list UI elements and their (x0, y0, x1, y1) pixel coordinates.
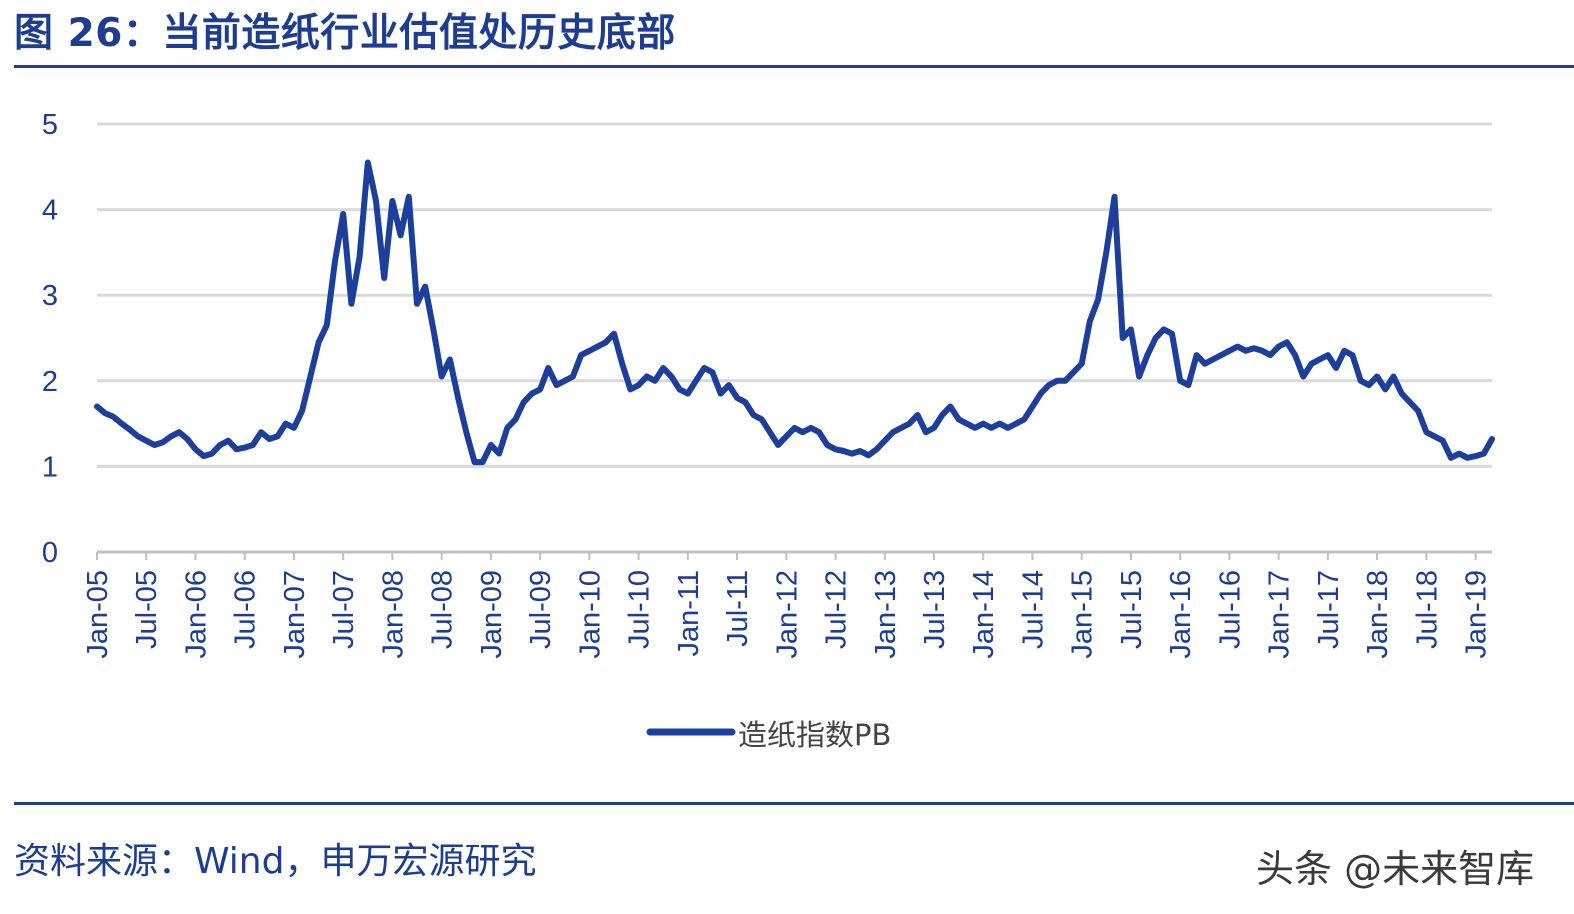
x-tick-label: Jan-12 (771, 570, 803, 659)
x-tick-label: Jul-15 (1116, 570, 1148, 649)
series-line (94, 159, 1495, 466)
source-note: 资料来源：Wind，申万宏源研究 (14, 841, 537, 882)
x-tick-label: Jul-06 (230, 570, 262, 649)
x-tick-label: Jan-14 (968, 570, 1000, 659)
x-tick-label: Jan-16 (1165, 570, 1197, 659)
x-tick-label: Jan-10 (574, 570, 606, 659)
x-tick-label: Jul-07 (328, 570, 360, 649)
x-tick-label: Jul-10 (624, 570, 656, 649)
x-tick-label: Jul-13 (919, 570, 951, 649)
x-tick-label: Jul-09 (525, 570, 557, 649)
x-tick-label: Jan-07 (279, 570, 311, 659)
watermark: 头条 @未来智库 (1256, 847, 1535, 891)
y-tick-label: 1 (42, 451, 58, 483)
x-tick-label: Jan-15 (1067, 570, 1099, 659)
x-tick-label: Jul-05 (131, 570, 163, 649)
bottom-rule (14, 802, 1574, 805)
x-tick-label: Jan-08 (377, 570, 409, 659)
legend-label: 造纸指数PB (738, 718, 891, 752)
gridlines (97, 122, 1492, 468)
series-layer (94, 159, 1495, 466)
x-tick-label: Jan-05 (82, 570, 114, 659)
y-tick-label: 4 (42, 195, 58, 227)
y-tick-label: 2 (42, 366, 58, 398)
x-tick-label: Jul-12 (821, 570, 853, 649)
x-tick-label: Jul-11 (722, 570, 754, 647)
x-tick-label: Jan-17 (1264, 570, 1296, 659)
x-tick-label: Jan-09 (476, 570, 508, 659)
x-tick-label: Jul-08 (427, 570, 459, 649)
x-tick-label: Jan-19 (1461, 570, 1493, 659)
x-axis: Jan-05 Jul-05 Jan-06 Jul-06 Jan-07 Jul-07 Jan-… (82, 550, 1493, 659)
top-rule (14, 65, 1574, 68)
x-tick-label: Jan-13 (870, 570, 902, 659)
x-tick-label: Jul-14 (1017, 570, 1049, 649)
x-tick-label: Jul-17 (1313, 570, 1345, 649)
x-tick-label: Jul-16 (1214, 570, 1246, 649)
x-tick-label: Jan-18 (1362, 570, 1394, 659)
y-tick-label: 0 (42, 537, 58, 569)
x-tick-label: Jan-06 (180, 570, 212, 659)
chart: 0 1 2 3 4 5 Jan-05 Jul-05 Jan-06 Jul-06 Jan-07 Jul… (42, 109, 1495, 752)
legend: 造纸指数PB (646, 718, 891, 752)
figure-title: 图 26：当前造纸行业估值处历史底部 (14, 11, 676, 56)
y-tick-label: 3 (42, 280, 58, 312)
x-tick-label: Jul-18 (1411, 570, 1443, 649)
y-tick-label: 5 (42, 109, 58, 141)
y-axis-ticks: 0 1 2 3 4 5 (42, 109, 58, 569)
x-tick-label: Jan-11 (673, 570, 705, 657)
